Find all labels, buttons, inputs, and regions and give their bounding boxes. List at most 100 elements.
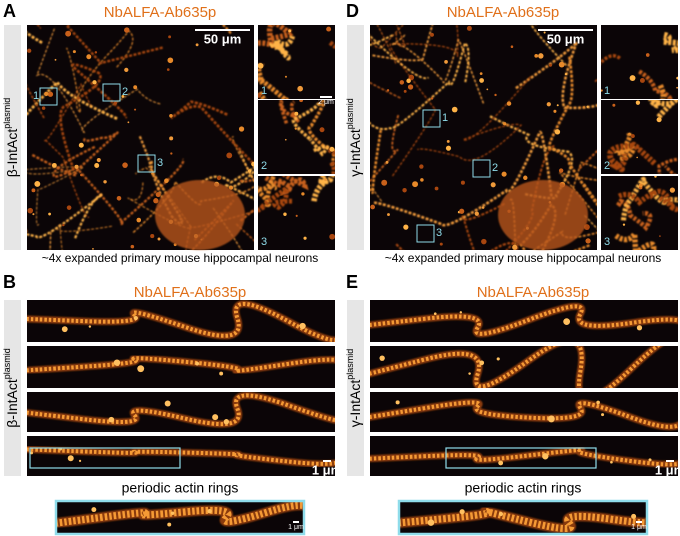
- actin-rings: [27, 356, 335, 373]
- roi-box: [445, 447, 597, 469]
- puncta: [676, 76, 678, 80]
- puncta: [659, 235, 661, 237]
- puncta: [596, 400, 600, 405]
- puncta: [419, 164, 424, 169]
- puncta: [127, 121, 130, 124]
- puncta: [67, 455, 74, 462]
- puncta: [108, 416, 115, 423]
- actin-rings: [399, 507, 647, 533]
- puncta: [534, 53, 539, 58]
- puncta: [96, 157, 101, 163]
- side-label: γ-IntActplasmid: [345, 349, 362, 427]
- puncta: [195, 43, 199, 47]
- puncta: [155, 192, 161, 198]
- puncta: [553, 109, 557, 113]
- puncta: [645, 53, 650, 57]
- puncta: [381, 179, 388, 186]
- micrograph-content: [27, 300, 335, 342]
- puncta: [251, 161, 254, 167]
- inset-border: [397, 499, 649, 536]
- puncta: [523, 175, 528, 180]
- puncta: [167, 522, 172, 527]
- puncta: [27, 48, 32, 53]
- puncta: [27, 207, 34, 214]
- puncta: [94, 163, 100, 168]
- puncta: [124, 67, 129, 73]
- roi-label: 1: [33, 90, 39, 102]
- puncta: [86, 54, 92, 60]
- puncta: [51, 162, 57, 168]
- puncta: [169, 114, 173, 118]
- neurite: [278, 100, 301, 124]
- side-label: β-IntActplasmid: [2, 98, 19, 178]
- puncta: [151, 172, 154, 175]
- puncta: [466, 25, 472, 31]
- puncta: [554, 129, 561, 135]
- puncta: [62, 223, 65, 227]
- neurite: [620, 176, 678, 221]
- neurite: [66, 30, 134, 114]
- inset-label: 3: [261, 236, 267, 248]
- puncta: [219, 371, 224, 376]
- puncta: [430, 97, 434, 100]
- puncta: [542, 453, 549, 460]
- inset-label: 2: [261, 160, 267, 172]
- puncta: [481, 206, 485, 209]
- puncta: [434, 186, 439, 191]
- puncta: [498, 511, 504, 517]
- puncta: [406, 78, 411, 84]
- neurite: [258, 184, 293, 214]
- puncta: [610, 460, 613, 464]
- puncta: [228, 185, 233, 190]
- puncta: [654, 176, 657, 178]
- puncta: [474, 211, 479, 216]
- roi-box: [29, 447, 181, 469]
- neurite: [648, 100, 678, 120]
- puncta: [121, 94, 125, 98]
- side-label-text: γ-IntAct: [347, 129, 363, 177]
- panel-title: NbALFA-Ab635p: [134, 284, 247, 301]
- puncta: [403, 89, 407, 93]
- cell-body: [155, 180, 245, 250]
- puncta: [164, 400, 171, 407]
- puncta: [636, 156, 638, 159]
- side-bar: [4, 25, 21, 250]
- side-bar: [347, 300, 364, 476]
- puncta: [563, 318, 571, 326]
- side-label-sup: plasmid: [345, 98, 355, 129]
- side-label: γ-IntActplasmid: [345, 98, 362, 176]
- panel-letter: A: [3, 1, 16, 21]
- puncta: [412, 181, 419, 188]
- scale-bar-label: 1 μm: [631, 524, 647, 531]
- side-bar: [4, 300, 21, 476]
- neurite: [616, 188, 678, 213]
- puncta: [639, 77, 645, 83]
- puncta: [631, 513, 637, 519]
- neurite: [515, 41, 597, 110]
- side-label: β-IntActplasmid: [2, 348, 19, 428]
- puncta: [601, 413, 605, 417]
- puncta: [301, 192, 305, 196]
- neurite: [373, 130, 553, 227]
- puncta: [370, 204, 375, 210]
- puncta: [459, 311, 463, 314]
- puncta: [326, 26, 332, 32]
- puncta: [629, 75, 636, 81]
- puncta: [496, 357, 500, 361]
- puncta: [74, 164, 79, 169]
- actin-rings: [27, 301, 335, 342]
- puncta: [324, 178, 327, 182]
- side-label-sup: plasmid: [2, 348, 12, 379]
- puncta: [41, 106, 46, 110]
- micrograph-content: [399, 506, 647, 534]
- side-label-text: β-IntAct: [4, 379, 20, 428]
- puncta: [80, 173, 83, 177]
- puncta: [226, 152, 233, 159]
- puncta: [386, 89, 390, 92]
- puncta: [506, 101, 512, 106]
- puncta: [439, 242, 443, 246]
- puncta: [601, 89, 603, 92]
- puncta: [512, 244, 518, 250]
- panel-title: NbALFA-Ab635p: [447, 4, 560, 21]
- micrograph-content: [56, 501, 304, 529]
